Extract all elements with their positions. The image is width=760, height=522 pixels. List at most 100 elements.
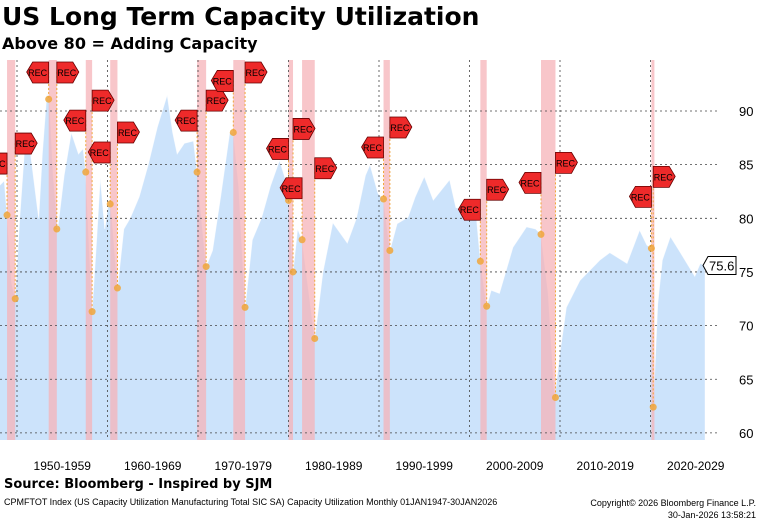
rec-flag-label: REC xyxy=(0,159,6,169)
rec-flag-label: REC xyxy=(93,96,113,106)
rec-flag-start: REC xyxy=(361,136,384,159)
rec-flag-label: REC xyxy=(460,205,480,215)
x-tick-label: 1990-1999 xyxy=(396,459,454,473)
rec-flag-start: REC xyxy=(0,152,8,175)
recession-band xyxy=(197,60,207,440)
x-tick-label: 1950-1959 xyxy=(34,459,92,473)
marker-dot xyxy=(229,128,237,136)
rec-flag-label: REC xyxy=(177,116,197,126)
rec-flag-start: REC xyxy=(518,171,542,194)
rec-flag-label: REC xyxy=(556,158,576,168)
rec-flag-shape xyxy=(518,171,542,194)
rec-flag-end: REC xyxy=(14,132,38,155)
rec-flag-shape xyxy=(56,61,80,84)
marker-dot xyxy=(311,334,319,342)
recession-band xyxy=(480,60,487,440)
rec-flag-label: REC xyxy=(654,172,674,182)
marker-dot xyxy=(647,244,655,252)
y-tick-label: 70 xyxy=(739,319,753,334)
rec-flag-label: REC xyxy=(65,116,85,126)
rec-flag-end: REC xyxy=(205,89,229,112)
marker-dot xyxy=(113,284,121,292)
rec-flag-start: REC xyxy=(279,177,303,200)
marker-dot xyxy=(380,195,388,203)
y-tick-label: 85 xyxy=(739,158,753,173)
recession-band xyxy=(110,60,118,440)
rec-flag-shape xyxy=(314,157,338,180)
rec-flag-label: REC xyxy=(487,185,507,195)
rec-flag-start: REC xyxy=(87,141,111,164)
rec-flag-label: REC xyxy=(90,148,110,158)
rec-flag-shape xyxy=(117,121,140,144)
series-area xyxy=(0,92,705,440)
y-tick-label: 65 xyxy=(739,372,753,387)
x-tick-label: 2010-2019 xyxy=(577,459,635,473)
rec-flag-shape xyxy=(279,177,303,200)
marker-dot xyxy=(202,263,210,271)
rec-flag-start: REC xyxy=(174,109,198,132)
rec-flag-label: REC xyxy=(268,144,288,154)
y-tick-label: 60 xyxy=(739,426,753,441)
rec-flag-shape xyxy=(0,152,8,175)
rec-flag-shape xyxy=(174,109,198,132)
recession-band xyxy=(85,60,93,440)
marker-dot xyxy=(649,403,657,411)
rec-flag-end: REC xyxy=(56,61,80,84)
rec-flag-end: REC xyxy=(292,118,316,140)
x-tick-label: 1970-1979 xyxy=(215,459,273,473)
x-tick-label: 2020-2029 xyxy=(667,459,725,473)
rec-flag-shape xyxy=(486,178,510,201)
rec-flag-end: REC xyxy=(91,89,115,112)
rec-flag-start: REC xyxy=(26,61,50,84)
rec-flag-shape xyxy=(292,118,316,140)
source-note: Source: Bloomberg - Inspired by SJM xyxy=(4,477,273,492)
y-tick-label: 80 xyxy=(739,211,753,226)
chart-title: US Long Term Capacity Utilization xyxy=(2,2,480,31)
rec-flag-end: REC xyxy=(117,121,140,144)
rec-flag-end: REC xyxy=(389,116,413,139)
chart-subtitle: Above 80 = Adding Capacity xyxy=(2,34,258,53)
rec-flag-shape xyxy=(26,61,50,84)
footer-description: CPMFTOT Index (US Capacity Utilization M… xyxy=(4,497,498,507)
rec-flag-label: REC xyxy=(390,123,410,133)
rec-flag-end: REC xyxy=(486,178,510,201)
last-value-badge xyxy=(702,256,737,276)
rec-flag-end: REC xyxy=(555,151,578,174)
marker-dot xyxy=(241,303,249,311)
rec-flag-label: REC xyxy=(213,76,233,86)
rec-flag-label: REC xyxy=(28,68,48,78)
rec-flag-shape xyxy=(244,61,268,84)
rec-flag-shape xyxy=(91,89,115,112)
rec-flag-label: REC xyxy=(207,96,227,106)
recession-band xyxy=(48,60,57,440)
x-tick-label: 1960-1969 xyxy=(124,459,182,473)
rec-flag-end: REC xyxy=(652,165,676,188)
marker-dot xyxy=(193,168,201,176)
rec-flag-label: REC xyxy=(363,143,383,153)
rec-flag-label: REC xyxy=(294,124,314,134)
x-tick-label: 1980-1989 xyxy=(305,459,363,473)
timestamp: 30-Jan-2026 13:58:21 xyxy=(667,510,756,520)
marker-dot xyxy=(88,308,96,316)
rec-flag-label: REC xyxy=(631,192,651,202)
rec-flag-shape xyxy=(266,138,289,160)
rec-flag-shape xyxy=(555,151,578,174)
rec-flag-shape xyxy=(361,136,384,159)
marker-dot xyxy=(298,236,306,244)
recession-band xyxy=(540,60,556,440)
copyright-text: Copyright© 2026 Bloomberg Finance L.P. xyxy=(590,498,756,508)
rec-flag-label: REC xyxy=(57,68,77,78)
rec-flag-start: REC xyxy=(63,109,87,132)
rec-flag-start: REC xyxy=(266,138,289,160)
rec-flag-shape xyxy=(63,109,87,132)
rec-flag-start: REC xyxy=(628,185,652,208)
rec-flag-label: REC xyxy=(118,128,138,138)
rec-flag-shape xyxy=(210,70,234,92)
marker-dot xyxy=(53,225,61,233)
rec-flag-end: REC xyxy=(244,61,268,84)
rec-flag-shape xyxy=(87,141,111,164)
rec-flag-shape xyxy=(14,132,38,155)
recession-band xyxy=(288,60,294,440)
